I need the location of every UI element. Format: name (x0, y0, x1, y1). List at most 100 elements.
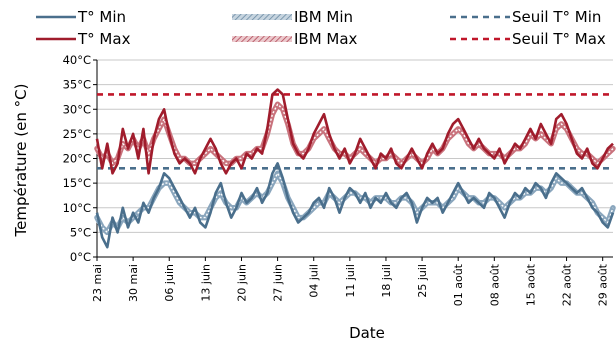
series-line (95, 162, 615, 249)
data-point (416, 158, 418, 160)
data-point (550, 182, 552, 184)
data-point (437, 197, 439, 199)
data-point (478, 143, 480, 145)
data-point (138, 212, 140, 214)
x-tick-label: 30 mai (127, 264, 140, 302)
x-tick-label: 20 juin (235, 264, 248, 302)
data-point (261, 153, 263, 155)
data-point (344, 148, 346, 150)
legend-label: T° Max (77, 30, 131, 48)
data-point (220, 192, 222, 194)
data-point (581, 187, 583, 189)
data-point (457, 128, 459, 130)
data-point (189, 217, 191, 219)
data-point (112, 173, 114, 175)
data-point (406, 192, 408, 194)
data-point (179, 197, 181, 199)
data-point (519, 197, 521, 199)
x-tick-label: 15 août (524, 263, 537, 306)
data-point (396, 202, 398, 204)
data-point (230, 163, 232, 165)
data-point (318, 133, 320, 135)
data-point (478, 138, 480, 140)
data-point (592, 202, 594, 204)
data-point (514, 148, 516, 150)
data-point (555, 128, 557, 130)
data-point (168, 133, 170, 135)
data-point (432, 143, 434, 145)
data-point (432, 148, 434, 150)
data-point (225, 173, 227, 175)
data-point (411, 153, 413, 155)
legend-label: T° Min (77, 8, 126, 26)
data-point (607, 148, 609, 150)
legend: T° Min IBM Min Seuil T° Min T° Max IBM Max Se… (36, 8, 606, 48)
data-point (442, 212, 444, 214)
data-point (303, 217, 305, 219)
y-tick-label: 15°C (63, 176, 91, 190)
data-point (473, 197, 475, 199)
y-tick-label: 35°C (63, 78, 91, 92)
data-point (241, 168, 243, 170)
data-point (138, 158, 140, 160)
y-tick-label: 20°C (63, 152, 91, 166)
data-point (101, 168, 103, 170)
data-point (499, 202, 501, 204)
data-point (168, 177, 170, 179)
data-point (555, 173, 557, 175)
x-tick-label: 01 août (452, 263, 465, 306)
data-point (607, 227, 609, 229)
data-point (447, 202, 449, 204)
data-point (380, 153, 382, 155)
data-point (313, 133, 315, 135)
data-point (607, 153, 609, 155)
data-point (421, 168, 423, 170)
data-point (437, 153, 439, 155)
data-point (158, 118, 160, 120)
data-point (597, 168, 599, 170)
data-point (101, 227, 103, 229)
data-point (267, 128, 269, 130)
data-point (370, 207, 372, 209)
data-point (561, 182, 563, 184)
legend-item-seuil-t-min: Seuil T° Min (450, 8, 601, 26)
data-point (447, 133, 449, 135)
data-point (499, 148, 501, 150)
data-point (318, 197, 320, 199)
data-point (375, 197, 377, 199)
data-point (205, 217, 207, 219)
data-point (282, 177, 284, 179)
data-point (411, 148, 413, 150)
data-point (561, 123, 563, 125)
data-point (297, 153, 299, 155)
data-point (432, 202, 434, 204)
data-point (406, 197, 408, 199)
data-point (525, 138, 527, 140)
data-point (452, 197, 454, 199)
series-t-min (95, 162, 615, 249)
data-point (354, 153, 356, 155)
data-point (390, 148, 392, 150)
data-point (272, 173, 274, 175)
legend-label: Seuil T° Min (512, 8, 601, 26)
legend-item-t-max: T° Max (36, 30, 131, 48)
data-point (359, 138, 361, 140)
data-point (199, 222, 201, 224)
data-point (349, 192, 351, 194)
data-point (365, 148, 367, 150)
data-point (365, 153, 367, 155)
data-point (127, 227, 129, 229)
data-point (571, 187, 573, 189)
legend-swatch (232, 14, 292, 20)
data-point (545, 197, 547, 199)
data-point (555, 177, 557, 179)
data-point (401, 168, 403, 170)
legend-label: IBM Min (294, 8, 353, 26)
data-point (576, 153, 578, 155)
data-point (586, 148, 588, 150)
data-point (282, 109, 284, 111)
data-point (174, 187, 176, 189)
data-point (107, 143, 109, 145)
data-point (530, 133, 532, 135)
data-point (359, 202, 361, 204)
